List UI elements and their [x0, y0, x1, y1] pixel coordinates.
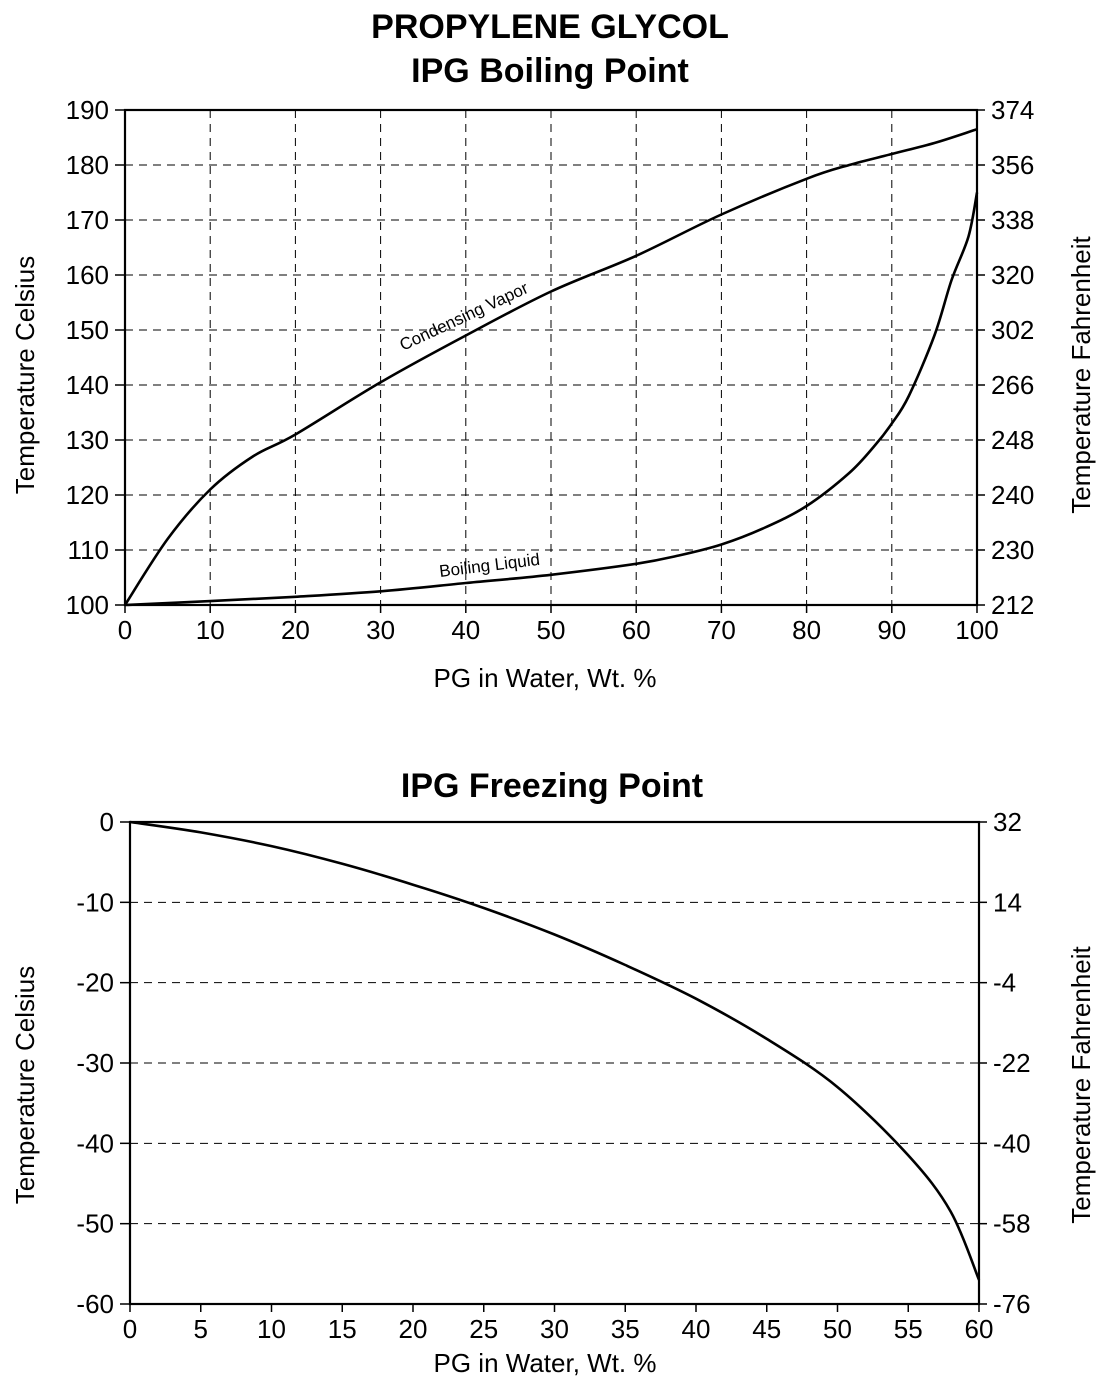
- y-tick-label: -20: [76, 968, 114, 998]
- y2-tick-label: 230: [991, 535, 1034, 565]
- x-tick-label: 30: [540, 1314, 569, 1344]
- y2-tick-label: -4: [993, 968, 1016, 998]
- x-tick-label: 80: [792, 615, 821, 645]
- y2-tick-label: 14: [993, 887, 1022, 917]
- x-tick-label: 10: [257, 1314, 286, 1344]
- y-tick-label: 150: [66, 315, 109, 345]
- y-tick-label: -60: [76, 1289, 114, 1319]
- curves: [129, 820, 981, 1281]
- x-tick-label: 100: [955, 615, 998, 645]
- x-tick-labels: 0 5 10 15 20 25 30 35 40 45 50 55 60: [123, 1314, 994, 1344]
- x-tick-label: 50: [823, 1314, 852, 1344]
- x-tick-label: 0: [118, 615, 132, 645]
- y-tick-label: 190: [66, 95, 109, 125]
- x-tick-label: 10: [196, 615, 225, 645]
- y2-tick-labels: 212 230 240 248 266 302 320 338 356 374: [991, 95, 1034, 620]
- x-tick-label: 15: [328, 1314, 357, 1344]
- x-tick-label: 90: [877, 615, 906, 645]
- condensing-vapor-curve: [123, 128, 978, 606]
- y-tick-label: -40: [76, 1128, 114, 1158]
- y2-tick-label: 320: [991, 260, 1034, 290]
- y2-tick-label: 240: [991, 480, 1034, 510]
- x-tick-label: 40: [682, 1314, 711, 1344]
- x-tick-label: 70: [707, 615, 736, 645]
- x-tick-label: 25: [469, 1314, 498, 1344]
- chart-title: IPG Boiling Point: [411, 52, 689, 90]
- y2-tick-label: 212: [991, 590, 1034, 620]
- chart-title: IPG Freezing Point: [401, 767, 703, 805]
- y2-tick-label: 356: [991, 150, 1034, 180]
- y2-tick-label: 32: [993, 807, 1022, 837]
- y-tick-label: 110: [68, 535, 109, 565]
- y2-tick-label: 248: [991, 425, 1034, 455]
- y2-tick-label: -76: [993, 1289, 1031, 1319]
- y-tick-label: 170: [66, 205, 109, 235]
- x-tick-label: 40: [451, 615, 480, 645]
- x-tick-label: 50: [537, 615, 566, 645]
- boiling-liquid-curve: [124, 192, 979, 607]
- x-tick-label: 0: [123, 1314, 137, 1344]
- y-tick-label: -50: [76, 1209, 114, 1239]
- curves: [123, 128, 979, 607]
- x-tick-label: 35: [611, 1314, 640, 1344]
- x-axis-label: PG in Water, Wt. %: [434, 663, 657, 693]
- page-title: PROPYLENE GLYCOL: [371, 8, 729, 46]
- y-tick-labels: 0 -10 -20 -30 -40 -50 -60: [76, 807, 114, 1319]
- y-tick-label: -10: [76, 887, 114, 917]
- y-tick-label: 140: [66, 370, 109, 400]
- x-tick-label: 55: [894, 1314, 923, 1344]
- plot-frame: [123, 108, 979, 607]
- y-axis-label: Temperature Celsius: [10, 256, 40, 494]
- x-tick-label: 5: [194, 1314, 208, 1344]
- y2-tick-label: 302: [991, 315, 1034, 345]
- y2-tick-label: 374: [991, 95, 1034, 125]
- grid-lines: [120, 821, 987, 1312]
- y-tick-label: 0: [100, 807, 114, 837]
- x-axis-label: PG in Water, Wt. %: [434, 1348, 657, 1378]
- y-tick-labels: 100 110 120 130 140 150 160 170 180 190: [66, 95, 109, 620]
- x-tick-label: 20: [399, 1314, 428, 1344]
- y-tick-label: 180: [66, 150, 109, 180]
- y-tick-label: -30: [76, 1048, 114, 1078]
- boiling-point-chart: IPG Boiling Point 0 10 20 30 40 50 60 70 80 90 100…: [10, 52, 1096, 693]
- y2-tick-label: -40: [993, 1128, 1031, 1158]
- x-tick-label: 60: [622, 615, 651, 645]
- y-tick-label: 130: [66, 425, 109, 455]
- freezing-point-chart: IPG Freezing Point 0 5 10 15 20 25 30 35 40 45 50 5…: [10, 767, 1096, 1378]
- y2-tick-labels: 32 14 -4 -22 -40 -58 -76: [993, 807, 1031, 1319]
- plot-frame: [128, 820, 981, 1306]
- condensing-vapor-label: Condensing Vapor: [397, 278, 532, 354]
- y2-tick-label: 266: [991, 370, 1034, 400]
- y2-axis-label: Temperature Fahrenheit: [1066, 945, 1096, 1223]
- y2-tick-label: -58: [993, 1209, 1031, 1239]
- grid-lines: [115, 109, 985, 613]
- y-tick-label: 160: [66, 260, 109, 290]
- y-axis-label: Temperature Celsius: [10, 966, 40, 1204]
- y-tick-label: 100: [66, 590, 109, 620]
- x-tick-label: 45: [752, 1314, 781, 1344]
- x-tick-label: 60: [965, 1314, 994, 1344]
- x-tick-label: 30: [366, 615, 395, 645]
- freezing-point-curve: [129, 820, 981, 1281]
- x-tick-labels: 0 10 20 30 40 50 60 70 80 90 100: [118, 615, 999, 645]
- x-tick-label: 20: [281, 615, 310, 645]
- y2-tick-label: 338: [991, 205, 1034, 235]
- y2-axis-label: Temperature Fahrenheit: [1066, 235, 1096, 513]
- y2-tick-label: -22: [993, 1048, 1031, 1078]
- y-tick-label: 120: [66, 480, 109, 510]
